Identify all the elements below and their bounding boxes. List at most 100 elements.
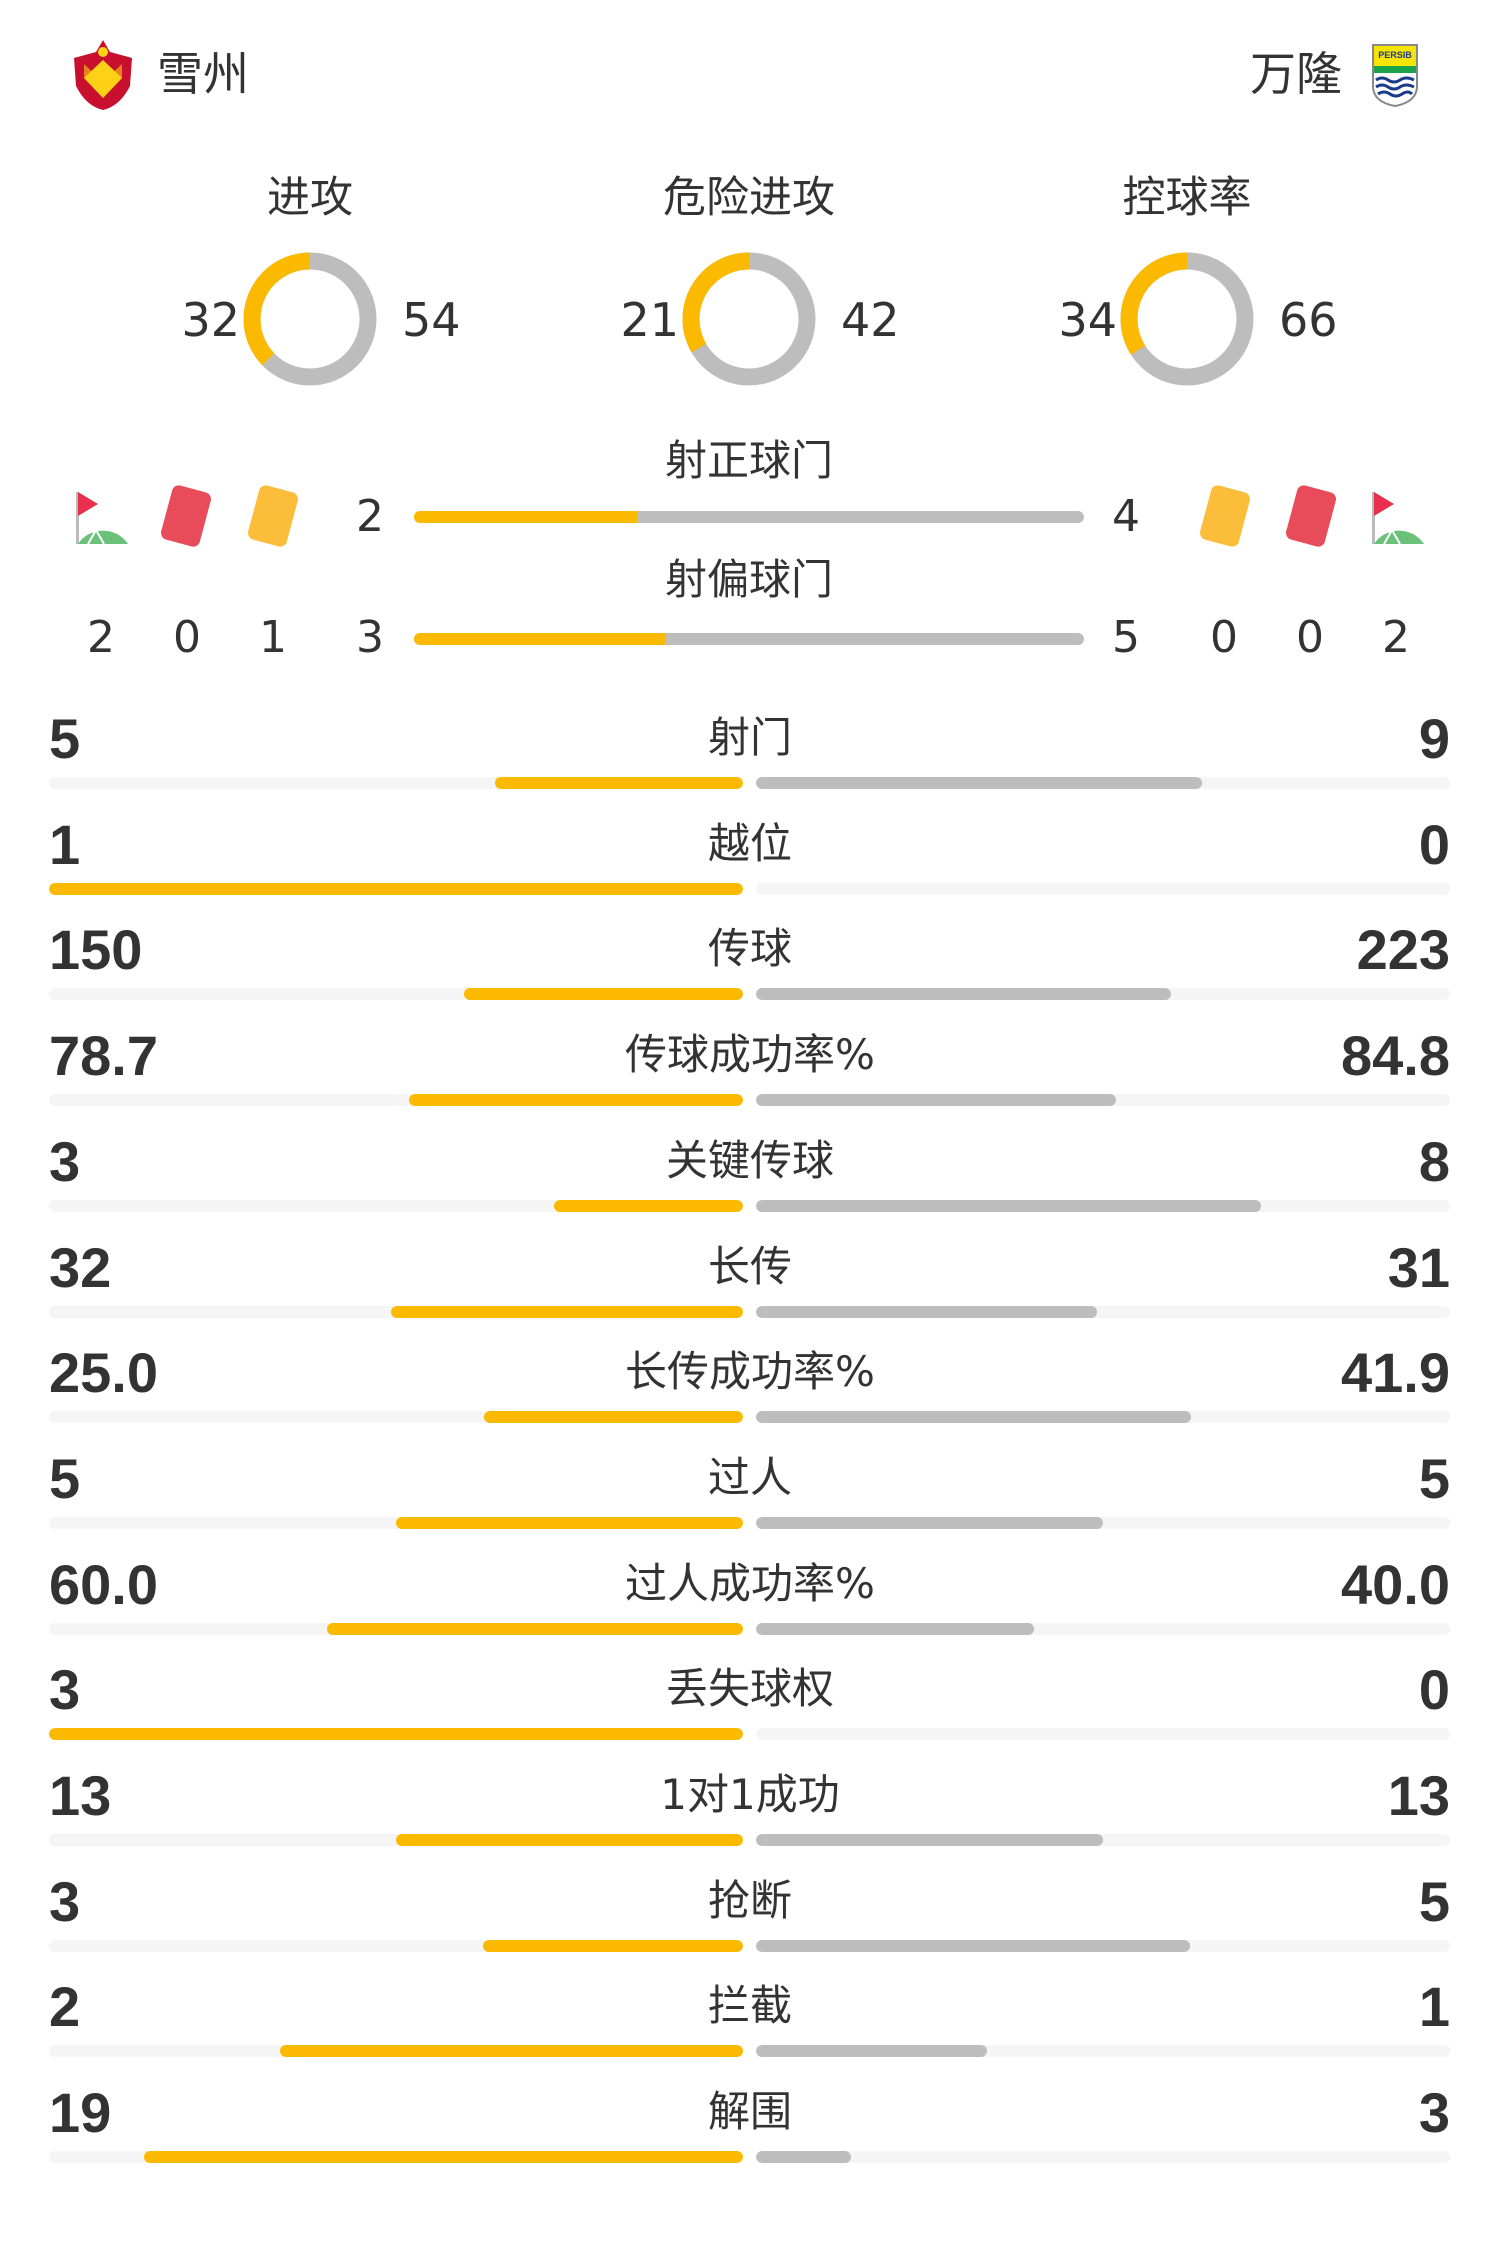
stat-home-value: 60.0 xyxy=(49,1552,158,1616)
stat-away-fill xyxy=(756,1305,1098,1318)
away-yellow-cards: 0 xyxy=(1210,612,1238,663)
stat-label: 射门 xyxy=(707,713,792,762)
donut-home-value: 32 xyxy=(181,293,240,347)
stat-home-track xyxy=(49,1622,743,1635)
stat-away-value: 84.8 xyxy=(1341,1024,1450,1088)
stat-home-track xyxy=(49,777,743,789)
donut-home-arc xyxy=(243,252,377,386)
stat-home-value: 25.0 xyxy=(49,1341,158,1405)
stat-row: 19 解围 3 xyxy=(0,2081,1500,2187)
stat-away-value: 5 xyxy=(1418,1869,1450,1933)
donut-home-value: 21 xyxy=(620,293,679,347)
stat-label: 传球成功率% xyxy=(625,1030,875,1080)
stat-home-fill xyxy=(553,1199,743,1212)
stat-away-track xyxy=(756,1199,1450,1212)
stat-home-value: 78.7 xyxy=(49,1024,158,1088)
stat-label: 1对1成功 xyxy=(660,1770,840,1819)
shots-on-target-label: 射正球门 xyxy=(664,436,833,485)
red-card-icon xyxy=(159,483,213,549)
stat-row: 3 丢失球权 0 xyxy=(0,1658,1500,1764)
stat-away-value: 41.9 xyxy=(1341,1341,1450,1405)
stat-label: 拦截 xyxy=(707,1981,792,2031)
stat-away-track xyxy=(756,1728,1450,1741)
corner-flag-icon xyxy=(1370,490,1426,550)
donut-away-value: 54 xyxy=(402,293,461,347)
stat-home-value: 5 xyxy=(49,1446,81,1510)
stat-away-track xyxy=(756,1939,1450,1952)
stat-row: 5 射门 9 xyxy=(0,707,1500,813)
home-red-cards: 0 xyxy=(173,612,201,663)
stat-away-value: 223 xyxy=(1356,918,1450,982)
stat-away-value: 9 xyxy=(1418,707,1450,770)
stat-label: 传球 xyxy=(707,924,792,974)
stat-away-fill xyxy=(756,1622,1034,1635)
shots-on-target-bar xyxy=(414,511,1084,523)
stat-home-fill xyxy=(482,1939,743,1952)
corner-flag-icon xyxy=(74,490,130,550)
shots-off-target-bar xyxy=(414,633,1084,645)
stat-label: 过人 xyxy=(707,1452,792,1502)
shots-off-target-away: 5 xyxy=(1112,612,1140,663)
stat-row: 2 拦截 1 xyxy=(0,1975,1500,2081)
stat-row: 25.0 长传成功率% 41.9 xyxy=(0,1341,1500,1447)
stat-label: 抢断 xyxy=(707,1875,792,1925)
yellow-card-icon xyxy=(246,483,300,549)
shots-off-target-home: 3 xyxy=(356,612,384,663)
shots-off-target-home-fill xyxy=(414,633,666,645)
stat-home-fill xyxy=(280,2045,743,2058)
stat-away-value: 31 xyxy=(1387,1235,1450,1299)
stat-away-value: 8 xyxy=(1418,1129,1450,1193)
donut-title: 危险进攻 xyxy=(663,173,835,223)
stat-away-track xyxy=(756,882,1450,895)
shots-on-target-home: 2 xyxy=(356,491,384,542)
stat-away-track xyxy=(756,1834,1450,1846)
stat-home-value: 5 xyxy=(49,707,81,770)
stat-home-track xyxy=(49,988,743,1001)
stat-away-track xyxy=(756,1516,1450,1529)
stat-home-fill xyxy=(396,1834,743,1846)
stat-row: 150 传球 223 xyxy=(0,918,1500,1024)
stat-row: 60.0 过人成功率% 40.0 xyxy=(0,1553,1500,1659)
stat-home-track xyxy=(49,1728,743,1741)
stat-home-fill xyxy=(143,2151,743,2164)
donut-away-value: 42 xyxy=(841,293,900,347)
stat-home-track xyxy=(49,1094,743,1107)
donut-home-arc xyxy=(682,252,816,386)
stat-away-value: 13 xyxy=(1387,1764,1450,1827)
away-team-name: 万隆 xyxy=(1250,47,1342,101)
stat-home-value: 3 xyxy=(49,1658,81,1722)
stat-home-track xyxy=(49,1834,743,1846)
stat-away-fill xyxy=(756,777,1203,789)
stat-home-track xyxy=(49,882,743,895)
home-team-logo xyxy=(70,38,136,112)
stat-away-value: 0 xyxy=(1418,1658,1450,1722)
stat-away-track xyxy=(756,1411,1450,1424)
stat-away-track xyxy=(756,988,1450,1001)
stat-row: 3 抢断 5 xyxy=(0,1870,1500,1976)
stat-label: 过人成功率% xyxy=(625,1558,875,1608)
stat-away-value: 0 xyxy=(1418,812,1450,876)
stat-away-track xyxy=(756,2151,1450,2164)
home-team-name: 雪州 xyxy=(157,47,249,101)
donut-title: 控球率 xyxy=(1122,173,1252,223)
stat-away-value: 5 xyxy=(1418,1446,1450,1510)
stat-home-fill xyxy=(483,1411,743,1424)
donut-title: 进攻 xyxy=(267,173,353,223)
stat-home-track xyxy=(49,1939,743,1952)
stat-home-value: 1 xyxy=(49,812,81,876)
stat-row: 1 越位 0 xyxy=(0,813,1500,919)
stat-home-value: 32 xyxy=(49,1235,112,1299)
yellow-card-icon xyxy=(1198,483,1252,549)
stat-home-fill xyxy=(495,777,743,789)
stat-home-value: 19 xyxy=(49,2081,112,2145)
stat-label: 长传成功率% xyxy=(625,1347,875,1397)
stat-away-fill xyxy=(756,1834,1103,1846)
stat-away-value: 40.0 xyxy=(1341,1552,1450,1616)
away-corners: 2 xyxy=(1382,612,1410,663)
stat-home-track xyxy=(49,1516,743,1529)
home-corners: 2 xyxy=(87,612,115,663)
stat-away-track xyxy=(756,1305,1450,1318)
shots-on-target-away: 4 xyxy=(1112,491,1140,542)
stat-away-track xyxy=(756,2045,1450,2058)
